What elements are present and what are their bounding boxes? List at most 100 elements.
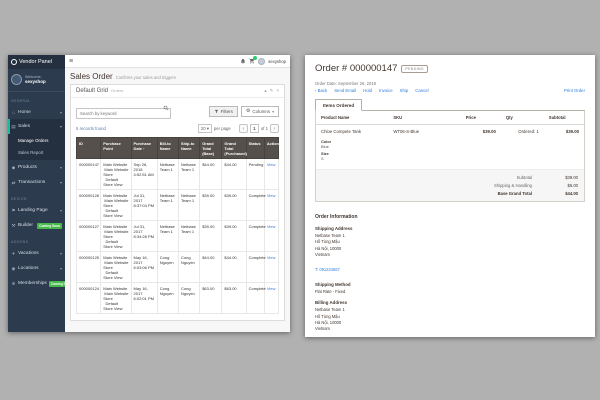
brand[interactable]: Vendor Panel xyxy=(8,55,65,69)
sidebar-item-vacations[interactable]: ✈ Vacations ▾ xyxy=(8,246,65,261)
sidebar-item-manage-orders[interactable]: Manage Orders xyxy=(18,137,49,143)
subtotal-value: $39.00 xyxy=(565,174,578,180)
user-avatar-icon[interactable] xyxy=(258,57,266,65)
view-link[interactable]: View xyxy=(266,254,276,260)
view-link[interactable]: View xyxy=(266,285,276,291)
sidebar-item-products[interactable]: ◆ Products ▾ xyxy=(8,160,65,175)
ship-link[interactable]: Ship xyxy=(399,88,409,93)
page-number-input[interactable] xyxy=(249,124,259,133)
sidebar-user-box: Welcome, sexyshop xyxy=(8,69,65,92)
col-header-purchase-point[interactable]: Purchase Point xyxy=(100,137,132,159)
coming-soon-badge: Coming Soon xyxy=(48,280,65,287)
order-date: Order Date: September 26, 2018 xyxy=(315,81,376,86)
columns-button[interactable]: ⚙ Columns ▾ xyxy=(240,105,279,117)
cell-grand-total-purchased: $63.00 xyxy=(221,282,247,314)
col-header-product-name: Product Name xyxy=(316,111,389,125)
cell-id: 000000127 xyxy=(75,220,102,252)
sidebar-item-sales-report[interactable]: Sales Report xyxy=(18,149,44,155)
col-header-grand-total-base[interactable]: Grand Total (Base) xyxy=(199,137,223,159)
view-link[interactable]: View xyxy=(266,223,276,229)
topbar-username[interactable]: sexyshop xyxy=(268,58,286,64)
col-header-ship-to[interactable]: Ship-to Name xyxy=(177,137,201,159)
sidebar-item-transactions[interactable]: ⇄ Transactions ▾ xyxy=(8,175,65,190)
back-link[interactable]: ‹ Back xyxy=(315,88,328,93)
records-count: 5 records found xyxy=(76,126,106,131)
cell-bill-to: Netbase Team 1 xyxy=(156,158,179,190)
sidebar-item-builder[interactable]: ⚒ Builder Coming Soon xyxy=(8,218,65,233)
option-size-label: Size xyxy=(321,151,329,156)
send-email-link[interactable]: Send Email xyxy=(334,88,357,93)
edit-icon[interactable]: ✎ xyxy=(269,88,274,93)
default-grid-card: Default Grid Orders ▴ ✎ × xyxy=(70,84,285,321)
table-row: 000000147 Main Website Main Website Stor… xyxy=(75,158,280,190)
brand-name: Vendor Panel xyxy=(19,59,53,65)
order-totals: Subtotal $39.00 Shipping & Handling $5.0… xyxy=(316,169,584,201)
cell-bill-to: Cong Nguyen xyxy=(156,251,179,283)
cell-id: 000000147 xyxy=(75,158,102,190)
collapse-icon[interactable]: ▴ xyxy=(264,88,267,93)
cell-status: Complete xyxy=(245,189,266,221)
tabbar: Items Ordered xyxy=(315,99,585,111)
menu-icon[interactable]: ≡ xyxy=(69,57,74,65)
sidebar-item-label: Home xyxy=(18,109,31,115)
cell-ship-to: Cong Nguyen xyxy=(177,251,201,283)
notifications-bell-icon[interactable] xyxy=(240,58,246,64)
per-page-select[interactable]: 20 ▾ xyxy=(197,124,212,133)
option-color-value: Blue xyxy=(321,143,329,149)
hold-link[interactable]: Hold xyxy=(363,88,373,93)
cell-grand-total-base: $44.00 xyxy=(199,251,223,283)
cell-purchase-point: Main Website Main Website Store Default … xyxy=(100,158,132,190)
search-icon[interactable] xyxy=(163,105,169,111)
cell-ship-to: Netbase Team 1 xyxy=(177,158,201,190)
sidebar-item-memberships[interactable]: ♛ Memberships Coming Soon xyxy=(8,276,65,291)
cancel-link[interactable]: Cancel xyxy=(415,88,429,93)
cell-purchase-date: May 16, 2017 6:02:01 PM xyxy=(130,282,158,314)
chevron-down-icon: ▾ xyxy=(272,109,274,114)
product-price: $39.00 xyxy=(482,129,496,134)
print-order-link[interactable]: Print Order xyxy=(563,88,585,93)
cell-bill-to: Cong Nguyen xyxy=(156,282,179,314)
cell-grand-total-base: $39.00 xyxy=(199,189,223,221)
user-avatar-icon xyxy=(11,74,22,85)
builder-icon: ⚒ xyxy=(11,222,16,228)
sidebar-item-label: Locations xyxy=(18,266,39,271)
sales-icon: ▤ xyxy=(11,123,16,129)
tab-items-ordered[interactable]: Items Ordered xyxy=(315,99,363,111)
col-header-grand-total-purchased[interactable]: Grand Total (Purchased) xyxy=(221,137,247,159)
cart-icon[interactable] xyxy=(249,56,258,64)
search-input[interactable] xyxy=(76,108,171,119)
col-header-bill-to[interactable]: Bill-to Name xyxy=(156,137,179,159)
sidebar-item-home[interactable]: ⌂ Home ▾ xyxy=(8,105,65,119)
sidebar-item-sales[interactable]: ▤ Sales ▾ xyxy=(8,119,65,134)
cell-grand-total-purchased: $39.00 xyxy=(221,220,247,252)
col-header-action[interactable]: Action xyxy=(263,137,280,159)
order-title: Order # 000000147 xyxy=(315,63,398,74)
cell-grand-total-base: $44.00 xyxy=(199,158,223,190)
chevron-down-icon: ▾ xyxy=(59,208,62,213)
col-header-purchase-date[interactable]: Purchase Date↑ xyxy=(130,137,158,159)
view-link[interactable]: View xyxy=(266,161,276,167)
order-status-badge: Pending xyxy=(401,64,428,73)
view-link[interactable]: View xyxy=(266,192,276,198)
cell-ship-to: Netbase Team 1 xyxy=(177,189,201,221)
col-header-id[interactable]: ID xyxy=(75,137,102,159)
chevron-down-icon: ▾ xyxy=(59,180,62,185)
orders-table: ID Purchase Point Purchase Date↑ Bill-to… xyxy=(75,137,280,314)
per-page-label: per page xyxy=(213,126,231,131)
sidebar-item-label: Sales xyxy=(18,124,30,129)
product-sku: WT06-S-Blue xyxy=(393,129,420,134)
sidebar-item-landing-page[interactable]: ⚑ Landing Page ▾ xyxy=(8,203,65,218)
next-page-button[interactable]: › xyxy=(270,124,279,133)
item-row: Chloe Compete Tank WT06-S-Blue $39.00 Or… xyxy=(316,125,584,137)
prev-page-button[interactable]: ‹ xyxy=(238,124,248,133)
col-header-status[interactable]: Status xyxy=(245,137,265,159)
sidebar-item-locations[interactable]: ◉ Locations ▾ xyxy=(8,261,65,276)
table-row: 000000128 Main Website Main Website Stor… xyxy=(75,189,280,221)
shipping-phone-link[interactable]: T: 091234567 xyxy=(315,267,340,273)
cell-purchase-point: Main Website Main Website Store Default … xyxy=(100,251,132,283)
filters-button[interactable]: Filters xyxy=(208,105,238,117)
col-header-qty: Qty xyxy=(500,111,544,125)
invoice-link[interactable]: Invoice xyxy=(379,88,393,93)
close-icon[interactable]: × xyxy=(276,88,279,93)
sales-submenu: Manage Orders Sales Report xyxy=(8,134,65,160)
